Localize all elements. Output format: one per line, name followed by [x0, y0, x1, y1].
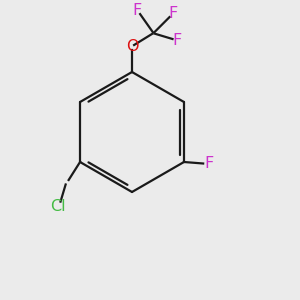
Text: O: O	[126, 39, 138, 54]
Text: F: F	[172, 33, 182, 48]
Text: F: F	[133, 3, 142, 18]
Text: Cl: Cl	[50, 199, 66, 214]
Text: F: F	[204, 156, 213, 171]
Text: F: F	[169, 6, 178, 21]
